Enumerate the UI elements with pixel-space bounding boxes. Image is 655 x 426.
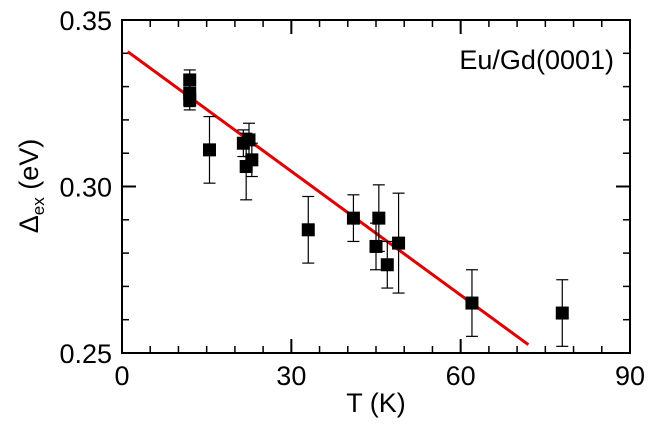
data-point bbox=[372, 184, 386, 253]
data-point bbox=[392, 192, 406, 294]
data-point bbox=[301, 195, 315, 264]
data-marker bbox=[380, 258, 394, 272]
data-marker bbox=[372, 211, 386, 225]
x-tick-label: 90 bbox=[615, 361, 645, 391]
data-marker bbox=[392, 236, 406, 250]
x-axis-label: T (K) bbox=[346, 388, 406, 418]
data-marker bbox=[202, 143, 216, 157]
y-axis-label-sub: ex bbox=[29, 197, 48, 215]
data-point bbox=[202, 115, 216, 184]
data-marker bbox=[183, 93, 197, 107]
data-marker bbox=[465, 296, 479, 310]
data-point bbox=[380, 240, 394, 289]
data-points bbox=[183, 69, 569, 347]
axis-tick-labels: 0 30 60 90 0.25 0.30 0.35 bbox=[59, 6, 645, 391]
y-axis-label-main: Δ bbox=[14, 215, 44, 233]
data-point bbox=[242, 122, 256, 158]
data-point bbox=[555, 279, 569, 347]
data-point bbox=[346, 194, 360, 243]
chart-annotation: Eu/Gd(0001) bbox=[459, 45, 614, 75]
y-axis-label: Δex (eV) bbox=[14, 139, 48, 234]
x-tick-label: 30 bbox=[276, 361, 306, 391]
data-marker bbox=[555, 306, 569, 320]
data-marker bbox=[346, 211, 360, 225]
data-point bbox=[465, 269, 479, 337]
y-tick-label: 0.25 bbox=[59, 339, 112, 369]
axis-ticks bbox=[121, 19, 631, 354]
y-tick-label: 0.35 bbox=[59, 6, 112, 36]
data-marker bbox=[301, 223, 315, 237]
data-point bbox=[245, 142, 259, 178]
y-axis-label-unit: (eV) bbox=[14, 139, 44, 198]
x-tick-label: 60 bbox=[446, 361, 476, 391]
x-tick-label: 0 bbox=[114, 361, 129, 391]
y-tick-label: 0.30 bbox=[59, 173, 112, 203]
data-marker bbox=[245, 153, 259, 167]
data-point bbox=[183, 89, 197, 111]
data-marker bbox=[242, 133, 256, 147]
